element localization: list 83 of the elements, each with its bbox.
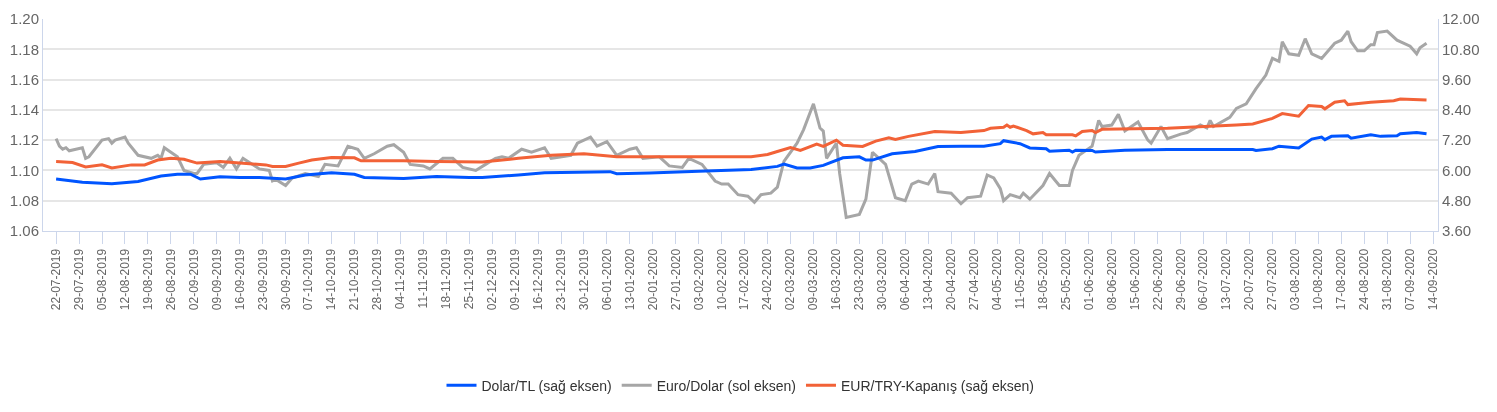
line-series [54,97,1429,170]
x-tick-label: 20-01-2020 [645,248,660,311]
x-tick-label: 20-07-2020 [1242,248,1257,311]
y2-tick-label: 9.60 [1442,70,1472,88]
x-tick-label: 15-06-2020 [1127,248,1142,311]
x-tick-label: 10-08-2020 [1311,248,1326,311]
x-tick-label: 01-06-2020 [1081,248,1096,311]
y-tick-label: 1.20 [9,10,39,28]
legend-label: EUR/TRY-Kapanış (sağ eksen) [840,377,1034,394]
x-tick-label: 30-03-2020 [875,248,890,311]
x-tick-label: 30-09-2019 [278,248,293,311]
x-tick-label: 25-05-2020 [1058,248,1073,311]
x-tick-label: 08-06-2020 [1104,248,1119,311]
x-tick-label: 06-04-2020 [898,248,913,311]
x-tick-label: 02-12-2019 [485,248,500,311]
x-tick-label: 04-05-2020 [989,248,1004,311]
y2-tick-label: 10.80 [1442,40,1480,58]
x-tick-label: 21-10-2019 [347,248,362,311]
y-tick-label: 1.18 [9,40,39,58]
x-tick-label: 02-09-2019 [186,248,201,311]
x-tick-label: 13-01-2020 [622,248,637,311]
x-tick-label: 09-12-2019 [508,248,522,311]
legend-label: Euro/Dolar (sol eksen) [656,377,796,394]
y2-tick-label: 3.60 [1442,222,1472,240]
x-tick-label: 13-04-2020 [921,248,936,311]
x-tick-label: 05-08-2019 [94,248,109,311]
legend-label: Dolar/TL (sağ eksen) [481,377,612,394]
x-tick-label: 03-08-2020 [1288,248,1303,311]
x-tick-label: 27-01-2020 [668,248,683,311]
x-tick-label: 26-08-2019 [163,248,178,311]
x-tick-label: 29-06-2020 [1173,248,1188,311]
x-tick-label: 06-07-2020 [1196,248,1211,311]
x-tick-label: 24-02-2020 [760,248,775,311]
x-tick-label: 02-03-2020 [783,248,798,311]
x-tick-label: 18-05-2020 [1035,248,1050,311]
x-tick-label: 16-09-2019 [232,248,247,311]
x-tick-label: 22-06-2020 [1150,248,1165,311]
x-tick-label: 06-01-2020 [599,248,614,311]
y2-tick-label: 6.00 [1442,161,1472,179]
x-tick-label: 19-08-2019 [140,248,155,311]
x-tick-label: 07-09-2020 [1403,248,1418,311]
line-series [54,131,1429,186]
x-tick-label: 13-07-2020 [1219,248,1234,311]
x-tick-label: 24-08-2020 [1357,248,1372,311]
x-tick-label: 31-08-2020 [1380,248,1395,311]
x-tick-label: 20-04-2020 [944,248,959,311]
x-tick-label: 29-07-2019 [71,248,86,311]
x-tick-label: 16-12-2019 [530,248,545,311]
y2-tick-label: 8.40 [1442,101,1472,119]
y-tick-label: 1.06 [9,222,39,240]
y2-tick-label: 7.20 [1442,131,1472,149]
x-tick-label: 17-02-2020 [737,248,752,311]
x-tick-label: 14-09-2020 [1425,248,1440,311]
x-tick-label: 17-08-2020 [1334,248,1349,311]
x-tick-label: 07-10-2019 [301,248,316,311]
x-tick-label: 18-11-2019 [439,248,454,310]
x-tick-label: 25-11-2019 [462,248,477,310]
x-tick-label: 28-10-2019 [370,248,385,311]
y-tick-label: 1.16 [9,70,39,88]
y-tick-label: 1.08 [9,191,39,209]
x-tick-label: 10-02-2020 [714,248,729,311]
x-tick-label: 27-04-2020 [966,248,981,311]
x-tick-label: 09-03-2020 [806,248,821,311]
x-tick-label: 30-12-2019 [576,248,591,311]
x-tick-label: 04-11-2019 [393,248,408,310]
y2-tick-label: 12.00 [1442,10,1480,28]
x-tick-label: 11-05-2020 [1012,248,1027,310]
x-tick-label: 23-12-2019 [553,248,568,311]
x-tick-label: 14-10-2019 [324,248,339,311]
y-tick-label: 1.14 [9,101,39,119]
x-tick-label: 09-09-2019 [209,248,224,311]
y-tick-label: 1.10 [9,161,39,179]
x-tick-label: 23-09-2019 [255,248,270,311]
x-tick-label: 12-08-2019 [117,248,132,311]
y-tick-label: 1.12 [9,131,39,149]
line-series [54,29,1429,219]
y2-tick-label: 4.80 [1442,191,1472,209]
x-tick-label: 22-07-2019 [49,248,64,311]
x-tick-label: 27-07-2020 [1265,248,1280,311]
x-tick-label: 11-11-2019 [416,248,431,309]
x-tick-label: 16-03-2020 [829,248,844,311]
x-tick-label: 03-02-2020 [691,248,706,311]
x-tick-label: 23-03-2020 [852,248,867,311]
